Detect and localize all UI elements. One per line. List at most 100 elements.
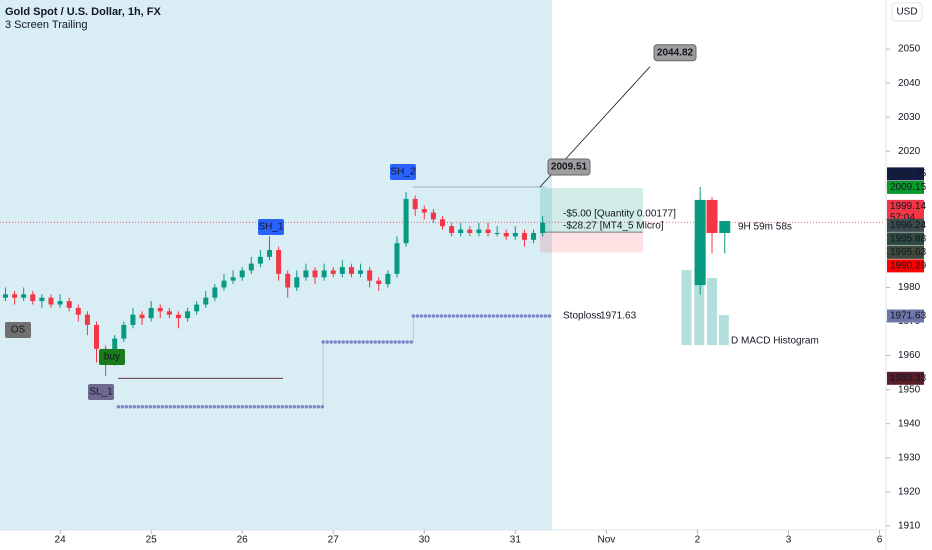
candle-body (421, 209, 427, 213)
pivot-label: SH_1 (258, 222, 283, 233)
countdown: 9H 59m 58s (738, 222, 792, 233)
candle-body (294, 277, 300, 288)
price-label-box (887, 259, 924, 273)
x-tick-label: 27 (328, 535, 340, 546)
candle-body (230, 277, 236, 281)
price-label-box (887, 180, 924, 194)
candle-body (175, 314, 181, 319)
target-box (653, 44, 697, 62)
x-tick-label: 3 (786, 535, 792, 546)
price-label: 1995.88 (890, 234, 927, 245)
stoploss-label: Stoploss (563, 311, 601, 322)
candle-body (166, 311, 172, 315)
candle-body (367, 270, 373, 281)
candle-body (430, 212, 436, 220)
price-label: 1990.29 (890, 261, 927, 272)
y-tick-label: 1930 (898, 452, 921, 463)
candle-body (75, 307, 81, 315)
price-label: 1995.63 (890, 247, 927, 258)
price-label-box (887, 218, 924, 232)
candle-body (694, 199, 706, 286)
macd-bar (707, 277, 718, 346)
candle-body (303, 270, 309, 278)
currency-label[interactable]: USD (896, 7, 917, 18)
indicator-name: 3 Screen Trailing (5, 19, 88, 31)
price-label: 1999.14 (890, 201, 927, 212)
candle-body (212, 287, 218, 298)
candle-body (185, 311, 191, 319)
symbol-title: Gold Spot / U.S. Dollar, 1h, FX (5, 6, 162, 18)
candle-body (66, 301, 72, 308)
candle-body (449, 226, 455, 233)
price-label: 1971.63 (890, 311, 927, 322)
candle-body (94, 324, 100, 349)
y-tick-label: 1960 (898, 350, 921, 361)
y-tick-label: 1920 (898, 486, 921, 497)
price-label-box (887, 371, 924, 385)
pivot-box (88, 384, 114, 400)
currency-button[interactable] (891, 2, 923, 22)
candle-body (157, 307, 163, 312)
price-label: 2009.35 (890, 169, 927, 180)
position-pnl: -$5.00 [Quantity 0.00177] (563, 209, 676, 220)
candle-body (30, 294, 36, 302)
x-tick-label: 25 (146, 535, 158, 546)
session-background (0, 0, 552, 530)
pivot-label: SH_2 (390, 167, 415, 178)
x-tick-label: 30 (419, 535, 431, 546)
candle-body (385, 273, 391, 285)
candle-body (203, 297, 209, 305)
candle-body (148, 307, 154, 319)
price-label: 2009.15 (890, 182, 927, 193)
candle-body (248, 263, 254, 271)
candle-body (494, 232, 500, 234)
target-label: 2009.51 (551, 162, 588, 173)
price-label: 1953.33 (890, 373, 927, 384)
price-label-box (887, 167, 924, 181)
x-tick-label: 24 (55, 535, 67, 546)
macd-bar (694, 240, 705, 346)
candle-body (48, 297, 54, 305)
pivot-box (99, 349, 125, 365)
candle-body (706, 199, 718, 233)
candle-body (239, 270, 245, 278)
price-timer: 57:04 (890, 213, 915, 224)
candle-body (194, 304, 200, 312)
candle-body (39, 297, 45, 302)
target-label: 2044.82 (657, 47, 694, 58)
candle-body (412, 198, 418, 210)
candle-body (276, 250, 282, 274)
candle-body (467, 229, 473, 233)
y-tick-label: 2040 (898, 78, 921, 89)
candle-body (531, 232, 537, 240)
y-tick-label: 2030 (898, 112, 921, 123)
take-profit-zone (540, 188, 643, 233)
candle-body (221, 280, 227, 288)
candle-body (458, 229, 464, 233)
macd-bar (718, 315, 729, 346)
candle-body (719, 221, 731, 233)
y-tick-label: 1940 (898, 418, 921, 429)
pivot-box (258, 219, 284, 235)
candle-body (440, 219, 445, 227)
x-tick-label: Nov (597, 535, 615, 546)
y-tick-label: 2050 (898, 44, 921, 55)
macd-bar (681, 270, 692, 346)
price-label-box (887, 245, 924, 259)
x-tick-label: 31 (510, 535, 522, 546)
price-label-box (887, 232, 924, 246)
candle-body (285, 273, 291, 288)
x-tick-label: 6 (877, 535, 883, 546)
candle-body (339, 267, 345, 274)
candle-body (130, 314, 136, 325)
candle-body (376, 280, 382, 285)
candle-body (403, 198, 409, 244)
x-tick-label: 2 (695, 535, 701, 546)
candle-body (57, 301, 63, 305)
candle-body (257, 256, 263, 264)
candle-body (485, 229, 491, 233)
candle-body (21, 294, 27, 298)
candle-body (267, 250, 273, 257)
candle-body (312, 270, 318, 278)
